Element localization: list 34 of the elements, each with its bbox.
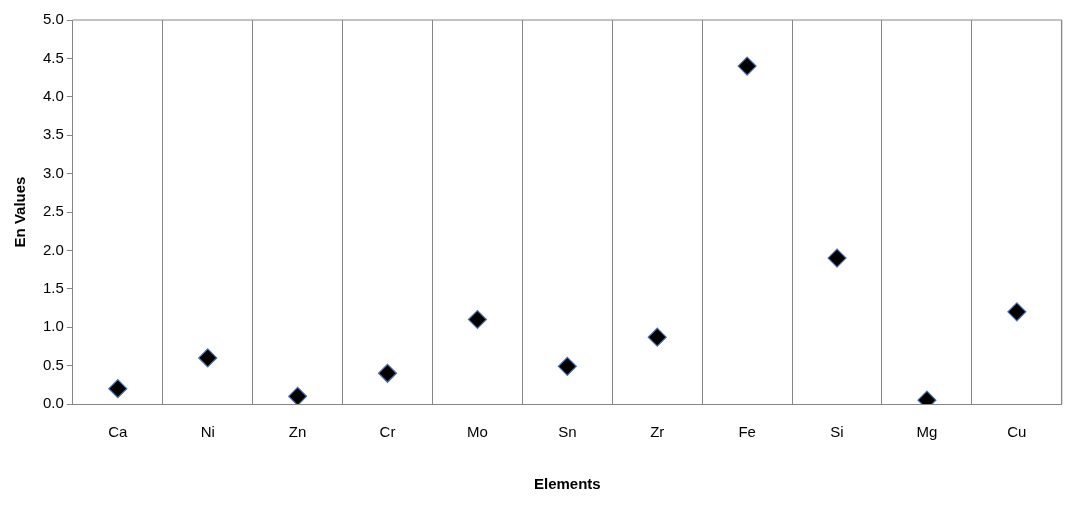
point (288, 386, 308, 404)
x-tick-label: Zr (650, 423, 665, 441)
point (467, 309, 488, 330)
y-tick-label: 2.5 (42, 202, 64, 220)
y-tick-label: 0.5 (42, 355, 64, 373)
x-tick-label: Mo (467, 423, 488, 441)
x-tick-label: Cr (379, 423, 396, 441)
x-tick-label: Cu (1007, 423, 1027, 441)
y-tick-label: 1.0 (42, 317, 64, 335)
y-tick-label: 5.0 (42, 10, 64, 28)
x-tick-label: Ni (200, 423, 215, 441)
point (108, 379, 128, 399)
y-tick-label: 2.0 (42, 240, 64, 258)
y-tick-label: 4.5 (42, 48, 64, 66)
point (377, 363, 398, 383)
y-tick-label: 0.0 (42, 394, 64, 412)
x-tick-label: Fe (738, 423, 756, 441)
x-axis-title: Elements (533, 475, 601, 493)
x-tick-label: Sn (558, 423, 577, 441)
x-tick-label: Mg (916, 423, 938, 441)
point (557, 356, 577, 376)
y-tick-label: 4.0 (42, 86, 64, 104)
x-tick-label: Zn (288, 423, 307, 441)
point (1007, 302, 1027, 322)
x-tick-label: Si (830, 423, 844, 441)
x-tick-label: Ca (108, 423, 129, 441)
point (198, 348, 218, 368)
y-axis-title: En Values (11, 176, 29, 248)
y-tick-label: 1.5 (42, 278, 64, 296)
point (737, 56, 757, 76)
y-tick-label: 3.0 (42, 163, 64, 181)
point (647, 327, 667, 347)
y-tick-label: 3.5 (42, 125, 64, 143)
point (827, 248, 847, 268)
